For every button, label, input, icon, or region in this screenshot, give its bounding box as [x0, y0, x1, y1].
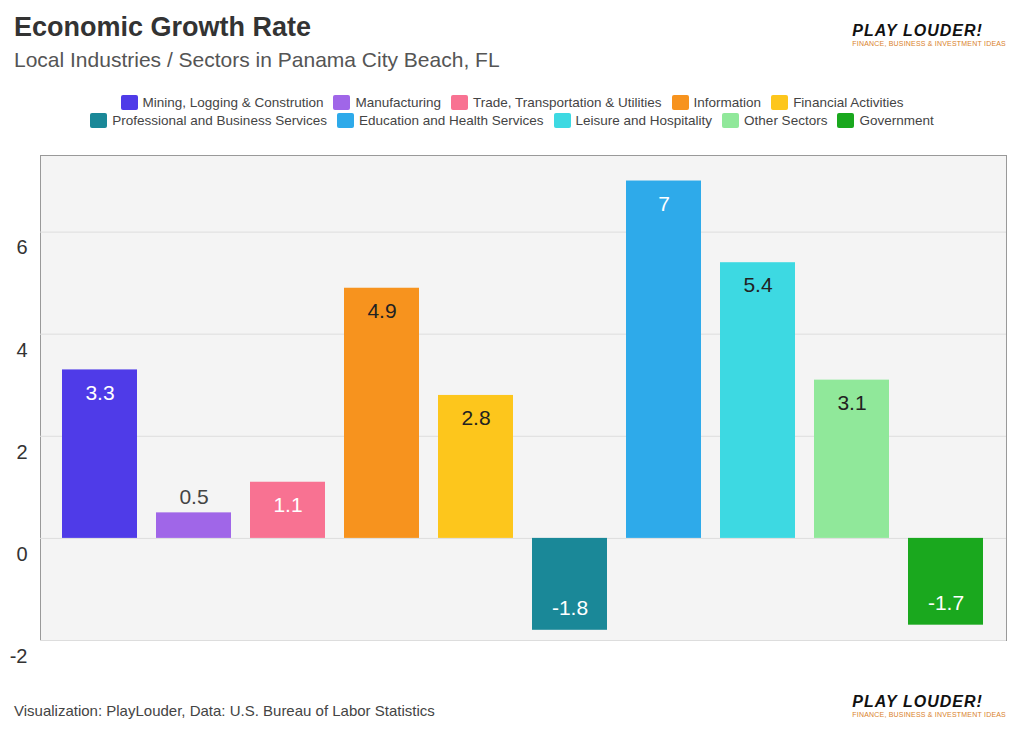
html-text:FINANCE, BUSINESS & INVESTMENT: FINANCE, BUSINESS & INVESTMENT IDEAS: [852, 711, 1006, 718]
html-text:Trade, Transportation & Utilit: Trade, Transportation & Utilities: [473, 95, 662, 110]
svg-text:5.4: 5.4: [743, 273, 773, 296]
html-text:Visualization: PlayLouder, Dat: Visualization: PlayLouder, Data: U.S. Bu…: [14, 702, 435, 719]
html-text:Other Sectors: Other Sectors: [744, 113, 828, 128]
html-text:Leisure and Hospitality: Leisure and Hospitality: [575, 113, 713, 128]
html-text:Local Industries / Sectors in: Local Industries / Sectors in Panama Cit…: [14, 48, 500, 71]
svg-text:4.9: 4.9: [367, 299, 396, 322]
html-text:Professional and Business Serv: Professional and Business Services: [112, 113, 327, 128]
svg-text:-1.8: -1.8: [552, 596, 588, 619]
svg-text:7: 7: [658, 192, 670, 215]
html-text:Government: Government: [859, 113, 934, 128]
svg-text:3.1: 3.1: [837, 391, 866, 414]
svg-text:0: 0: [16, 543, 27, 565]
svg-text:4: 4: [16, 339, 27, 361]
html-text:Mining, Logging & Constrution: Mining, Logging & Constrution: [142, 95, 324, 110]
html-text:Financial Activities: Financial Activities: [793, 95, 904, 110]
svg-text:-2: -2: [10, 645, 28, 667]
html-text:Information: Information: [693, 95, 762, 110]
html-text:PLAY LOUDER!: PLAY LOUDER!: [852, 693, 983, 710]
svg-text:1.1: 1.1: [273, 493, 302, 516]
html-text:FINANCE, BUSINESS & INVESTMENT: FINANCE, BUSINESS & INVESTMENT IDEAS: [852, 40, 1006, 47]
svg-text:2: 2: [16, 441, 27, 463]
svg-text:6: 6: [16, 236, 27, 258]
svg-text:2.8: 2.8: [461, 406, 490, 429]
svg-text:3.3: 3.3: [85, 381, 114, 404]
html-text:Education and Health Services: Education and Health Services: [358, 113, 544, 128]
html-text:Economic Growth Rate: Economic Growth Rate: [14, 12, 311, 42]
svg-text:0.5: 0.5: [179, 485, 208, 508]
svg-text:-1.7: -1.7: [928, 591, 964, 614]
html-text:PLAY LOUDER!: PLAY LOUDER!: [852, 22, 983, 39]
html-text:Manufacturing: Manufacturing: [355, 95, 441, 110]
